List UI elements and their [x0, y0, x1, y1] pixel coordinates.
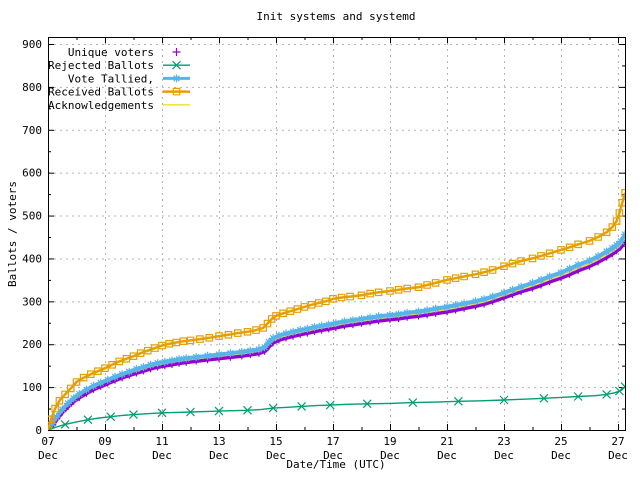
legend-marker-received-ballots: [172, 87, 181, 96]
svg-text:17: 17: [326, 435, 339, 448]
x-axis-label: Date/Time (UTC): [286, 458, 385, 471]
svg-text:600: 600: [22, 167, 42, 180]
svg-text:19: 19: [383, 435, 396, 448]
svg-text:Dec: Dec: [380, 449, 400, 462]
svg-text:27: 27: [611, 435, 624, 448]
svg-text:300: 300: [22, 295, 42, 308]
svg-text:Dec: Dec: [551, 449, 571, 462]
svg-text:Dec: Dec: [323, 449, 343, 462]
svg-text:200: 200: [22, 338, 42, 351]
svg-text:500: 500: [22, 210, 42, 223]
svg-text:13: 13: [212, 435, 225, 448]
legend-item-rejected-ballots: Rejected Ballots: [48, 59, 190, 72]
legend-label-unique-voters: Unique voters: [68, 46, 154, 59]
legend-item-vote-tallied: Vote Tallied,: [68, 72, 190, 85]
y-tick-labels: 0 100 200 300 400 500 600 700 800 900: [22, 38, 42, 437]
svg-text:Dec: Dec: [95, 449, 115, 462]
chart-generated-layers: 010020030040050060070080090007Dec09Dec11…: [22, 37, 628, 462]
series-vote-tallied-line: [48, 233, 625, 430]
svg-text:Dec: Dec: [266, 449, 286, 462]
legend-label-rejected-ballots: Rejected Ballots: [48, 59, 154, 72]
series-acknowledgements-line: [48, 237, 625, 430]
series-received-ballots-markers: [48, 189, 625, 430]
series-vote-tallied-markers: [48, 230, 625, 430]
svg-text:Dec: Dec: [38, 449, 58, 462]
svg-text:Dec: Dec: [608, 449, 628, 462]
svg-text:Dec: Dec: [437, 449, 457, 462]
legend-label-received-ballots: Received Ballots: [48, 86, 154, 99]
series-rejected-ballots-markers: [48, 382, 625, 430]
legend-item-acknowledgements: Acknowledgements: [48, 99, 190, 112]
series-vote-tallied: [48, 230, 625, 430]
series-unique-voters-line: [48, 238, 625, 430]
svg-text:07: 07: [41, 435, 54, 448]
svg-text:15: 15: [269, 435, 282, 448]
series-rejected-ballots: [48, 382, 625, 430]
legend-item-unique-voters: Unique voters: [68, 46, 181, 59]
legend-label-vote-tallied: Vote Tallied,: [68, 72, 154, 85]
series-received-ballots-line: [48, 192, 625, 430]
series-rejected-ballots-line: [48, 386, 625, 430]
svg-text:900: 900: [22, 38, 42, 51]
svg-text:700: 700: [22, 124, 42, 137]
series-acknowledgements: [48, 237, 625, 430]
plot-border: [48, 37, 626, 431]
legend-marker-unique-voters: [172, 48, 181, 56]
legend-marker-rejected-ballots: [172, 60, 181, 70]
legend-item-received-ballots: Received Ballots: [48, 86, 190, 99]
legend-marker-vote-tallied: [172, 74, 181, 83]
y-axis-label: Ballots / voters: [6, 181, 19, 287]
legend-label-acknowledgements: Acknowledgements: [48, 99, 154, 112]
chart-title: Init systems and systemd: [257, 10, 416, 23]
svg-text:800: 800: [22, 81, 42, 94]
svg-text:11: 11: [155, 435, 168, 448]
svg-text:100: 100: [22, 381, 42, 394]
svg-text:25: 25: [554, 435, 567, 448]
gridlines: [48, 37, 625, 430]
svg-text:21: 21: [440, 435, 453, 448]
svg-text:Dec: Dec: [494, 449, 514, 462]
svg-text:0: 0: [35, 424, 42, 437]
x-tick-labels: 07Dec09Dec11Dec13Dec15Dec17Dec19Dec21Dec…: [38, 435, 628, 462]
svg-text:Dec: Dec: [209, 449, 229, 462]
svg-text:400: 400: [22, 252, 42, 265]
series-received-ballots: [48, 189, 625, 430]
svg-text:09: 09: [98, 435, 111, 448]
svg-text:23: 23: [497, 435, 510, 448]
svg-text:Dec: Dec: [152, 449, 172, 462]
